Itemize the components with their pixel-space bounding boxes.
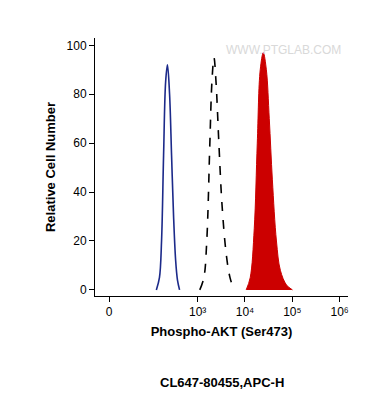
svg-text:Phospho-AKT (Ser473): Phospho-AKT (Ser473) [151, 324, 293, 339]
svg-text:0: 0 [106, 305, 113, 319]
svg-text:40: 40 [73, 185, 87, 199]
svg-text:WWW.PTGLAB.COM: WWW.PTGLAB.COM [226, 43, 341, 57]
svg-text:0: 0 [80, 283, 87, 297]
svg-text:60: 60 [73, 136, 87, 150]
svg-text:20: 20 [73, 234, 87, 248]
svg-text:80: 80 [73, 87, 87, 101]
svg-text:10⁴: 10⁴ [236, 305, 255, 319]
svg-text:CL647-80455,APC-H: CL647-80455,APC-H [160, 375, 284, 390]
svg-text:100: 100 [67, 39, 87, 53]
svg-text:10⁶: 10⁶ [331, 305, 349, 319]
svg-text:Relative Cell Number: Relative Cell Number [43, 102, 58, 232]
svg-text:10³: 10³ [189, 305, 206, 319]
svg-text:10⁵: 10⁵ [283, 305, 301, 319]
